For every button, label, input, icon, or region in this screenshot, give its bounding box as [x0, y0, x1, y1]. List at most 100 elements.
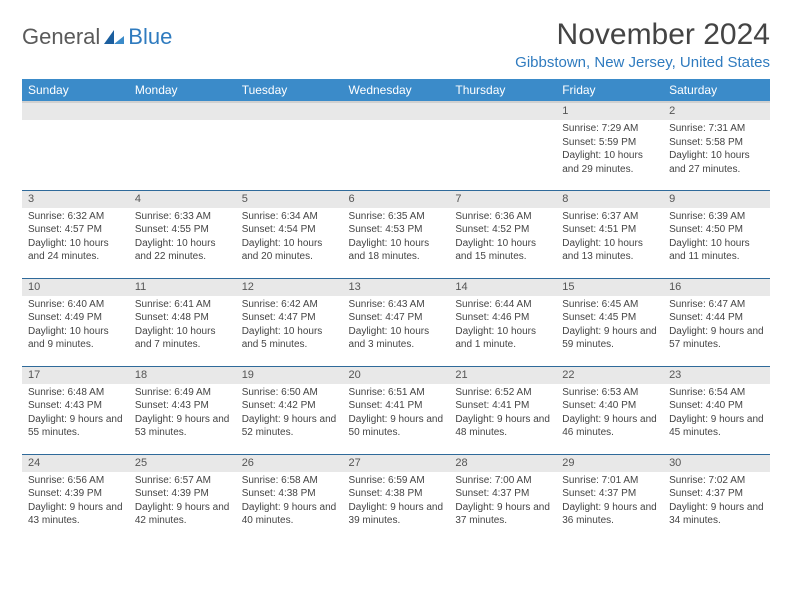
day-details: Sunrise: 6:49 AMSunset: 4:43 PMDaylight:… — [129, 384, 236, 444]
day-number: 16 — [663, 279, 770, 296]
calendar-cell — [236, 102, 343, 190]
calendar-cell: 8Sunrise: 6:37 AMSunset: 4:51 PMDaylight… — [556, 190, 663, 278]
sunset-text: Sunset: 4:38 PM — [242, 487, 337, 501]
day-number — [129, 103, 236, 120]
sunrise-text: Sunrise: 6:33 AM — [135, 210, 230, 224]
sunrise-text: Sunrise: 6:40 AM — [28, 298, 123, 312]
calendar-cell — [449, 102, 556, 190]
sunset-text: Sunset: 4:38 PM — [349, 487, 444, 501]
sunrise-text: Sunrise: 7:29 AM — [562, 122, 657, 136]
daylight-text: Daylight: 9 hours and 34 minutes. — [669, 501, 764, 528]
calendar-cell: 10Sunrise: 6:40 AMSunset: 4:49 PMDayligh… — [22, 278, 129, 366]
day-number: 10 — [22, 279, 129, 296]
daylight-text: Daylight: 9 hours and 46 minutes. — [562, 413, 657, 440]
calendar-cell: 12Sunrise: 6:42 AMSunset: 4:47 PMDayligh… — [236, 278, 343, 366]
daylight-text: Daylight: 10 hours and 1 minute. — [455, 325, 550, 352]
calendar-cell — [343, 102, 450, 190]
day-details: Sunrise: 6:35 AMSunset: 4:53 PMDaylight:… — [343, 208, 450, 268]
day-details: Sunrise: 6:53 AMSunset: 4:40 PMDaylight:… — [556, 384, 663, 444]
sunrise-text: Sunrise: 6:48 AM — [28, 386, 123, 400]
sunset-text: Sunset: 4:43 PM — [28, 399, 123, 413]
sunset-text: Sunset: 4:43 PM — [135, 399, 230, 413]
calendar-cell: 27Sunrise: 6:59 AMSunset: 4:38 PMDayligh… — [343, 454, 450, 542]
sunset-text: Sunset: 4:40 PM — [562, 399, 657, 413]
day-number: 15 — [556, 279, 663, 296]
calendar-week-row: 24Sunrise: 6:56 AMSunset: 4:39 PMDayligh… — [22, 454, 770, 542]
sunset-text: Sunset: 4:45 PM — [562, 311, 657, 325]
daylight-text: Daylight: 10 hours and 27 minutes. — [669, 149, 764, 176]
sunrise-text: Sunrise: 6:53 AM — [562, 386, 657, 400]
title-block: November 2024 Gibbstown, New Jersey, Uni… — [515, 18, 770, 71]
daylight-text: Daylight: 9 hours and 48 minutes. — [455, 413, 550, 440]
sunset-text: Sunset: 4:39 PM — [28, 487, 123, 501]
daylight-text: Daylight: 9 hours and 55 minutes. — [28, 413, 123, 440]
day-number — [449, 103, 556, 120]
calendar-week-row: 17Sunrise: 6:48 AMSunset: 4:43 PMDayligh… — [22, 366, 770, 454]
day-details: Sunrise: 6:40 AMSunset: 4:49 PMDaylight:… — [22, 296, 129, 356]
sunrise-text: Sunrise: 6:52 AM — [455, 386, 550, 400]
daylight-text: Daylight: 10 hours and 29 minutes. — [562, 149, 657, 176]
day-details: Sunrise: 6:44 AMSunset: 4:46 PMDaylight:… — [449, 296, 556, 356]
sunset-text: Sunset: 4:48 PM — [135, 311, 230, 325]
calendar-cell: 2Sunrise: 7:31 AMSunset: 5:58 PMDaylight… — [663, 102, 770, 190]
day-details: Sunrise: 6:43 AMSunset: 4:47 PMDaylight:… — [343, 296, 450, 356]
calendar-week-row: 1Sunrise: 7:29 AMSunset: 5:59 PMDaylight… — [22, 102, 770, 190]
daylight-text: Daylight: 10 hours and 5 minutes. — [242, 325, 337, 352]
daylight-text: Daylight: 10 hours and 3 minutes. — [349, 325, 444, 352]
day-header: Friday — [556, 79, 663, 102]
day-details: Sunrise: 7:01 AMSunset: 4:37 PMDaylight:… — [556, 472, 663, 532]
day-number: 19 — [236, 367, 343, 384]
sunset-text: Sunset: 4:53 PM — [349, 223, 444, 237]
day-details: Sunrise: 6:52 AMSunset: 4:41 PMDaylight:… — [449, 384, 556, 444]
sunrise-text: Sunrise: 7:01 AM — [562, 474, 657, 488]
day-number: 2 — [663, 103, 770, 120]
day-number: 6 — [343, 191, 450, 208]
day-number: 29 — [556, 455, 663, 472]
brand-logo: General Blue — [22, 24, 172, 50]
day-header: Tuesday — [236, 79, 343, 102]
calendar-cell: 15Sunrise: 6:45 AMSunset: 4:45 PMDayligh… — [556, 278, 663, 366]
sunset-text: Sunset: 4:42 PM — [242, 399, 337, 413]
day-number: 27 — [343, 455, 450, 472]
day-details: Sunrise: 7:31 AMSunset: 5:58 PMDaylight:… — [663, 120, 770, 180]
sunrise-text: Sunrise: 7:31 AM — [669, 122, 764, 136]
calendar-cell: 24Sunrise: 6:56 AMSunset: 4:39 PMDayligh… — [22, 454, 129, 542]
calendar-cell: 26Sunrise: 6:58 AMSunset: 4:38 PMDayligh… — [236, 454, 343, 542]
daylight-text: Daylight: 9 hours and 53 minutes. — [135, 413, 230, 440]
sunset-text: Sunset: 4:47 PM — [349, 311, 444, 325]
day-header: Saturday — [663, 79, 770, 102]
daylight-text: Daylight: 10 hours and 22 minutes. — [135, 237, 230, 264]
day-details: Sunrise: 7:02 AMSunset: 4:37 PMDaylight:… — [663, 472, 770, 532]
sunrise-text: Sunrise: 7:00 AM — [455, 474, 550, 488]
day-number: 26 — [236, 455, 343, 472]
calendar-cell: 30Sunrise: 7:02 AMSunset: 4:37 PMDayligh… — [663, 454, 770, 542]
day-number: 9 — [663, 191, 770, 208]
daylight-text: Daylight: 9 hours and 36 minutes. — [562, 501, 657, 528]
daylight-text: Daylight: 9 hours and 37 minutes. — [455, 501, 550, 528]
day-number: 4 — [129, 191, 236, 208]
calendar-cell: 9Sunrise: 6:39 AMSunset: 4:50 PMDaylight… — [663, 190, 770, 278]
sunset-text: Sunset: 4:51 PM — [562, 223, 657, 237]
sunset-text: Sunset: 4:46 PM — [455, 311, 550, 325]
calendar-cell: 29Sunrise: 7:01 AMSunset: 4:37 PMDayligh… — [556, 454, 663, 542]
day-number — [343, 103, 450, 120]
day-details: Sunrise: 6:48 AMSunset: 4:43 PMDaylight:… — [22, 384, 129, 444]
day-number: 25 — [129, 455, 236, 472]
calendar-cell: 25Sunrise: 6:57 AMSunset: 4:39 PMDayligh… — [129, 454, 236, 542]
sunrise-text: Sunrise: 6:37 AM — [562, 210, 657, 224]
day-number: 8 — [556, 191, 663, 208]
calendar-cell: 7Sunrise: 6:36 AMSunset: 4:52 PMDaylight… — [449, 190, 556, 278]
daylight-text: Daylight: 10 hours and 18 minutes. — [349, 237, 444, 264]
calendar-cell: 5Sunrise: 6:34 AMSunset: 4:54 PMDaylight… — [236, 190, 343, 278]
sunrise-text: Sunrise: 6:56 AM — [28, 474, 123, 488]
sunset-text: Sunset: 4:41 PM — [349, 399, 444, 413]
day-details: Sunrise: 7:00 AMSunset: 4:37 PMDaylight:… — [449, 472, 556, 532]
sunrise-text: Sunrise: 6:57 AM — [135, 474, 230, 488]
calendar-cell: 21Sunrise: 6:52 AMSunset: 4:41 PMDayligh… — [449, 366, 556, 454]
day-number: 18 — [129, 367, 236, 384]
calendar-cell: 19Sunrise: 6:50 AMSunset: 4:42 PMDayligh… — [236, 366, 343, 454]
day-details: Sunrise: 6:50 AMSunset: 4:42 PMDaylight:… — [236, 384, 343, 444]
sunset-text: Sunset: 4:41 PM — [455, 399, 550, 413]
day-details: Sunrise: 7:29 AMSunset: 5:59 PMDaylight:… — [556, 120, 663, 180]
day-number: 21 — [449, 367, 556, 384]
